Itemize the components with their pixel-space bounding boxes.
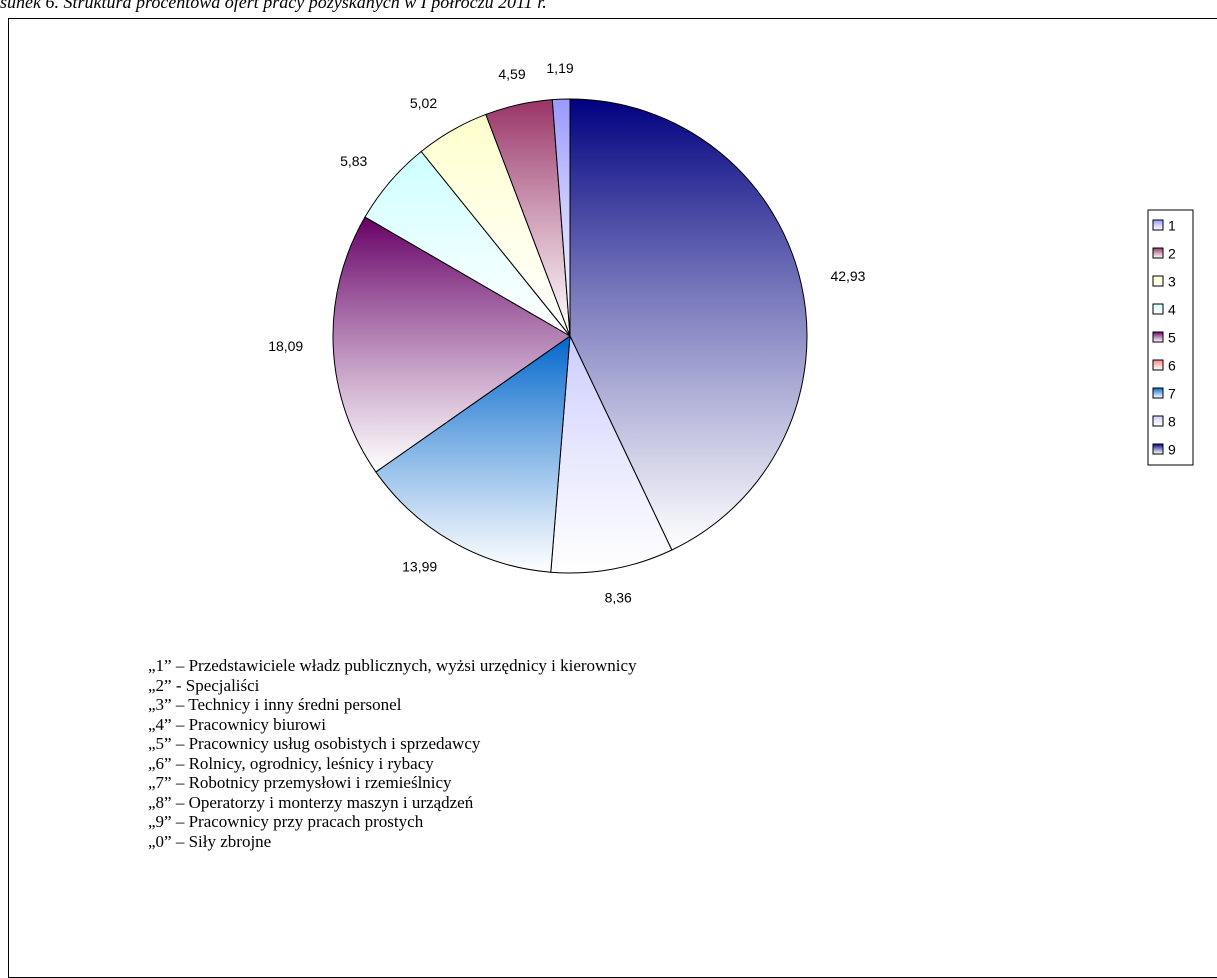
legend-swatch bbox=[1152, 219, 1164, 231]
pie-slice bbox=[550, 334, 673, 574]
legend-label: 4 bbox=[1168, 302, 1176, 318]
legend-label: 6 bbox=[1168, 358, 1176, 374]
notes: „1” – Przedstawiciele władz publicznych,… bbox=[148, 656, 637, 851]
data-label: 42,93 bbox=[830, 268, 865, 284]
note-line: „3” – Technicy i inny średni personel bbox=[148, 695, 402, 714]
legend-swatch bbox=[1152, 331, 1164, 343]
legend-label: 1 bbox=[1168, 218, 1176, 234]
legend-label: 5 bbox=[1168, 330, 1176, 346]
data-label: 8,36 bbox=[605, 589, 632, 605]
figure-title: sunek 6. Struktura procentowa ofert prac… bbox=[0, 0, 547, 12]
note-line: „4” – Pracownicy biurowi bbox=[148, 714, 326, 734]
data-label: 4,59 bbox=[498, 66, 525, 82]
legend-swatch bbox=[1152, 415, 1164, 427]
note-line: „8” – Operatorzy i monterzy maszyn i urz… bbox=[148, 792, 474, 812]
note-line: „5” – Pracownicy usług osobistych i sprz… bbox=[148, 734, 481, 753]
pie-slice bbox=[569, 98, 808, 551]
legend-label: 2 bbox=[1168, 246, 1176, 262]
pie-slice bbox=[551, 98, 571, 337]
note-line: „0” – Siły zbrojne bbox=[148, 831, 272, 851]
note-line: „2” - Specjaliści bbox=[148, 675, 260, 695]
legend-swatch bbox=[1152, 387, 1164, 399]
legend-label: 8 bbox=[1168, 414, 1176, 430]
legend-swatch bbox=[1152, 359, 1164, 371]
note-line: „6” – Rolnicy, ogrodnicy, leśnicy i ryba… bbox=[148, 753, 434, 773]
legend-swatch bbox=[1152, 303, 1164, 315]
legend-swatch bbox=[1152, 247, 1164, 259]
legend-label: 3 bbox=[1168, 274, 1176, 290]
note-line: „1” – Przedstawiciele władz publicznych,… bbox=[148, 656, 637, 675]
data-label: 1,19 bbox=[546, 60, 573, 76]
data-label: 5,83 bbox=[340, 153, 367, 169]
legend-swatch bbox=[1152, 443, 1164, 455]
legend-swatch bbox=[1152, 275, 1164, 287]
note-line: „7” – Robotnicy przemysłowi i rzemieślni… bbox=[148, 773, 452, 792]
data-label: 5,02 bbox=[410, 95, 437, 111]
pie-slice bbox=[375, 334, 571, 573]
data-label: 18,09 bbox=[268, 338, 303, 354]
legend-label: 7 bbox=[1168, 386, 1176, 402]
legend-label: 9 bbox=[1168, 442, 1176, 458]
pie-slice bbox=[332, 216, 571, 473]
note-line: „9” – Pracownicy przy pracach prostych bbox=[148, 812, 424, 831]
data-label: 13,99 bbox=[402, 558, 437, 574]
